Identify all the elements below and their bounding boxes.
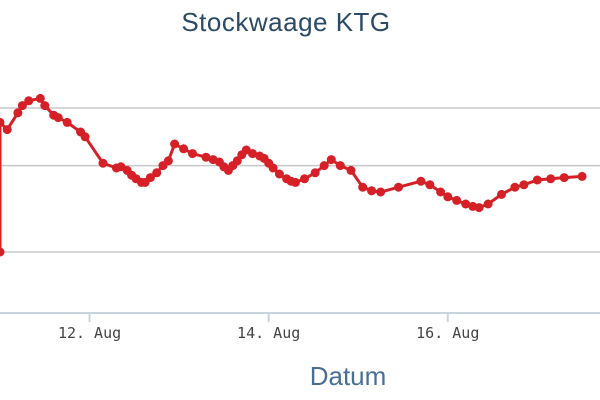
data-point[interactable]: [452, 195, 462, 205]
data-point[interactable]: [248, 149, 257, 159]
data-point[interactable]: [461, 199, 471, 209]
data-point[interactable]: [145, 173, 155, 183]
data-point[interactable]: [13, 108, 23, 118]
data-point[interactable]: [24, 96, 34, 106]
data-point[interactable]: [546, 174, 556, 184]
data-point[interactable]: [376, 187, 386, 197]
data-point[interactable]: [291, 177, 300, 187]
data-point[interactable]: [394, 182, 403, 192]
data-point[interactable]: [497, 189, 506, 199]
data-point[interactable]: [80, 132, 90, 142]
data-point[interactable]: [152, 168, 162, 178]
data-point[interactable]: [274, 169, 284, 179]
data-point[interactable]: [0, 117, 5, 127]
x-axis-title: Datum: [310, 361, 387, 391]
data-point[interactable]: [483, 199, 493, 209]
data-point[interactable]: [436, 187, 446, 197]
data-point[interactable]: [201, 152, 211, 162]
data-point[interactable]: [98, 158, 108, 168]
data-point[interactable]: [179, 144, 189, 154]
data-point[interactable]: [300, 174, 309, 184]
x-tick-label: 16. Aug: [416, 324, 479, 342]
data-point[interactable]: [335, 161, 345, 171]
series-line: [0, 96, 583, 252]
data-point[interactable]: [62, 117, 72, 127]
data-point[interactable]: [519, 180, 529, 190]
x-tick-labels: 12. Aug 14. Aug 16. Aug: [58, 324, 479, 342]
data-point[interactable]: [170, 139, 180, 149]
data-point[interactable]: [532, 175, 542, 185]
data-point[interactable]: [319, 161, 329, 171]
data-point[interactable]: [163, 156, 173, 166]
data-point[interactable]: [35, 93, 45, 103]
data-point[interactable]: [188, 149, 197, 159]
data-point[interactable]: [510, 182, 520, 192]
data-point[interactable]: [2, 125, 12, 135]
data-point[interactable]: [577, 171, 587, 181]
data-point[interactable]: [53, 113, 63, 123]
data-point[interactable]: [416, 176, 426, 186]
data-point[interactable]: [326, 155, 336, 165]
x-axis: [0, 312, 600, 322]
data-point[interactable]: [358, 182, 368, 192]
x-tick-label: 14. Aug: [237, 324, 300, 342]
chart-title: Stockwaage KTG: [181, 7, 390, 37]
data-point[interactable]: [0, 247, 5, 257]
data-point[interactable]: [443, 192, 453, 202]
data-point[interactable]: [268, 163, 278, 173]
data-point[interactable]: [559, 173, 569, 183]
data-point[interactable]: [40, 101, 50, 111]
data-point[interactable]: [310, 168, 320, 178]
series-layer: [0, 93, 587, 257]
data-point[interactable]: [346, 165, 356, 175]
data-point[interactable]: [367, 186, 377, 196]
x-tick-label: 12. Aug: [58, 324, 121, 342]
data-point[interactable]: [474, 203, 484, 213]
data-point[interactable]: [17, 101, 27, 111]
data-point[interactable]: [425, 180, 435, 190]
